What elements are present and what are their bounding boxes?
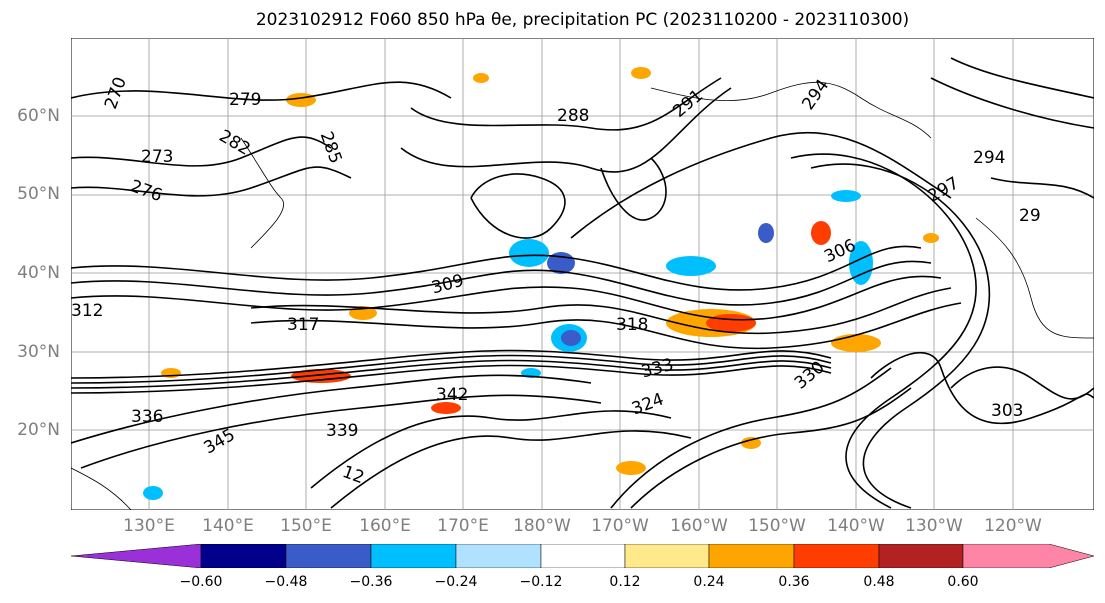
lon-label-160e: 160°E <box>359 516 411 536</box>
colorbar <box>71 544 1094 568</box>
colorbar-tick: 0.24 <box>693 574 725 590</box>
lon-label-170w: 170°W <box>591 516 649 536</box>
lat-label-20n: 20°N <box>17 420 60 440</box>
lon-label-140e: 140°E <box>202 516 254 536</box>
contour-label: 294 <box>973 148 1005 168</box>
lon-label-140w: 140°W <box>827 516 885 536</box>
contour-label: 318 <box>616 315 648 335</box>
contour-label: 339 <box>326 421 358 441</box>
coastlines <box>71 81 1094 510</box>
lat-label-30n: 30°N <box>17 342 60 362</box>
contour-label: 29 <box>1019 206 1041 226</box>
lat-label-40n: 40°N <box>17 263 60 283</box>
lon-label-170e: 170°E <box>437 516 489 536</box>
lat-label-50n: 50°N <box>17 184 60 204</box>
lon-label-150e: 150°E <box>280 516 332 536</box>
lon-label-130w: 130°W <box>905 516 963 536</box>
colorbar-tick: −0.60 <box>179 574 223 590</box>
colorbar-tick: −0.48 <box>264 574 308 590</box>
contour-label: 273 <box>141 147 173 167</box>
lon-label-120w: 120°W <box>984 516 1042 536</box>
lon-label-130e: 130°E <box>123 516 175 536</box>
contour-label: 288 <box>557 106 589 126</box>
colorbar-segments <box>71 544 1094 568</box>
colorbar-extend-high <box>962 544 1094 568</box>
contour-label: 317 <box>287 315 319 335</box>
colorbar-tick: −0.36 <box>349 574 393 590</box>
lon-label-180w: 180°W <box>513 516 571 536</box>
lon-label-160w: 160°W <box>670 516 728 536</box>
theta-e-contours <box>71 57 1094 509</box>
map-panel: 270 279 273 276 282 285 288 291 294 297 … <box>71 38 1094 510</box>
colorbar-tick: 0.48 <box>863 574 895 590</box>
colorbar-tick: −0.24 <box>434 574 478 590</box>
colorbar-tick: −0.12 <box>519 574 563 590</box>
colorbar-tick: 0.36 <box>778 574 810 590</box>
lon-label-150w: 150°W <box>748 516 806 536</box>
contour-label: 336 <box>131 407 163 427</box>
map-title: 2023102912 F060 850 hPa θe, precipitatio… <box>255 10 910 30</box>
lat-label-60n: 60°N <box>17 106 60 126</box>
contour-label: 312 <box>71 301 103 321</box>
contour-label: 279 <box>229 90 261 110</box>
colorbar-tick: 0.12 <box>609 574 641 590</box>
colorbar-extend-low <box>71 544 202 568</box>
contour-label: 342 <box>436 385 468 405</box>
contour-label: 303 <box>991 401 1023 421</box>
colorbar-tick: 0.60 <box>947 574 979 590</box>
